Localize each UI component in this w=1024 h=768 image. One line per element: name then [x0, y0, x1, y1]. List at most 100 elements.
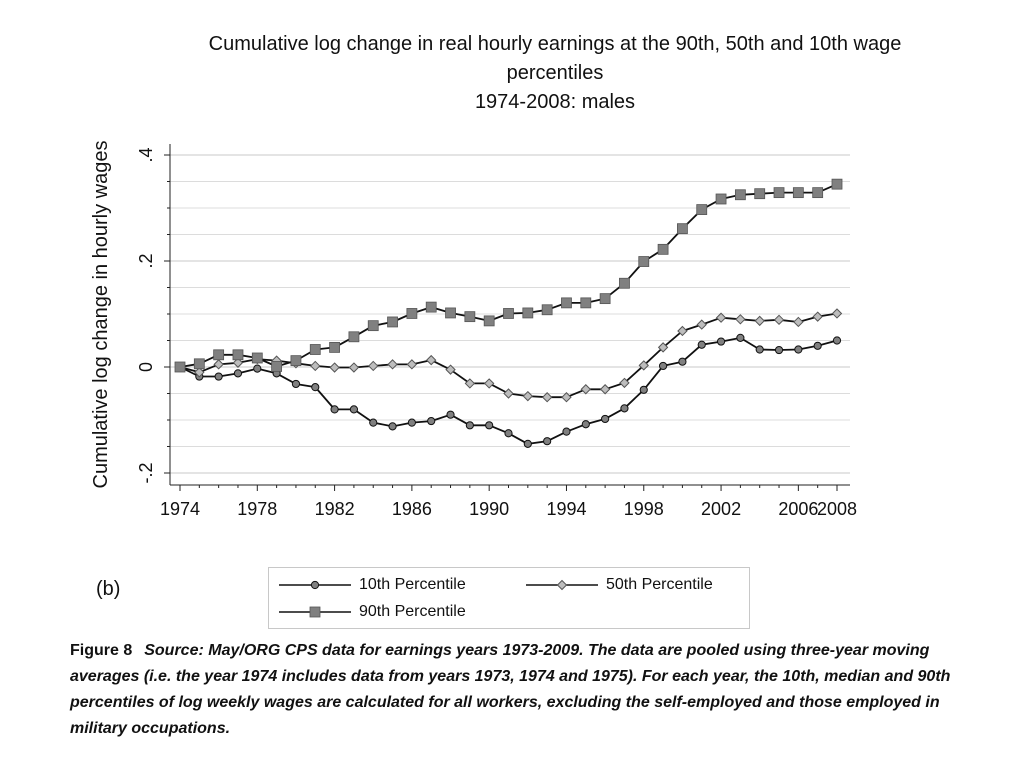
data-point-90th [503, 308, 514, 319]
legend-item-50th: 50th Percentile [524, 574, 713, 596]
data-point-90th [174, 361, 186, 373]
data-point-90th [541, 304, 553, 316]
data-point-90th [406, 308, 418, 319]
data-point-90th [715, 193, 727, 205]
data-point-10th [658, 361, 668, 371]
data-point-10th [697, 340, 706, 349]
data-point-90th [483, 315, 495, 327]
data-point-50th [387, 359, 398, 370]
chart-subtitle: 1974-2008: males [474, 91, 636, 113]
data-point-90th [464, 311, 476, 323]
data-point-10th [504, 429, 513, 438]
data-point-50th [368, 360, 379, 372]
data-point-50th [696, 319, 707, 330]
data-point-90th [619, 277, 630, 289]
data-point-10th [233, 369, 243, 378]
data-point-10th [601, 414, 610, 424]
legend-item-90th: 90th Percentile [277, 601, 466, 623]
x-tick-label: 1994 [546, 499, 586, 519]
legend-swatch-50th [526, 579, 598, 591]
data-point-10th [755, 345, 764, 354]
x-tick-label: 1982 [315, 499, 355, 519]
data-point-50th [541, 392, 553, 403]
data-point-90th [754, 188, 766, 200]
data-point-10th [446, 410, 455, 419]
data-point-50th [425, 354, 437, 366]
data-point-90th [425, 301, 437, 313]
y-tick-label: .2 [136, 253, 156, 268]
chart-title: Cumulative log change in real hourly ear… [0, 30, 1024, 117]
data-point-90th [251, 352, 263, 364]
legend-label-50th: 50th Percentile [606, 576, 713, 593]
legend-swatch-90th [279, 606, 351, 618]
data-point-90th [677, 223, 688, 235]
data-point-50th [754, 315, 765, 327]
data-point-90th [522, 307, 534, 319]
data-point-10th [813, 341, 822, 350]
legend-swatch-10th [279, 580, 351, 590]
data-point-10th [736, 333, 745, 342]
data-point-90th [812, 187, 824, 199]
data-point-90th [734, 189, 746, 201]
series-line-1 [179, 312, 838, 399]
data-point-50th [599, 384, 611, 395]
data-point-10th [291, 379, 301, 389]
data-point-50th [194, 367, 205, 378]
data-point-90th [290, 355, 302, 367]
legend: 10th Percentile 50th Percentile 90th Per… [268, 567, 750, 629]
legend-label-10th: 10th Percentile [359, 576, 466, 593]
data-point-90th [792, 187, 804, 199]
data-point-50th [348, 362, 360, 373]
data-point-50th [619, 377, 630, 389]
data-point-50th [793, 316, 804, 328]
x-tick-label: 1990 [469, 499, 509, 519]
line-chart: -.2 0 .2 .4 1974 1978 1982 1986 1990 1994 1998 2002… [90, 141, 857, 519]
data-point-10th [465, 421, 474, 430]
data-point-90th [561, 297, 572, 309]
legend-item-10th: 10th Percentile [277, 574, 466, 596]
data-point-10th [407, 418, 416, 427]
data-point-10th [543, 437, 552, 446]
data-point-50th [831, 308, 843, 319]
x-tick-label: 1978 [237, 499, 277, 519]
data-point-90th [580, 297, 592, 309]
data-point-10th [388, 422, 397, 431]
data-point-50th [773, 314, 785, 326]
data-point-10th [774, 345, 784, 355]
data-point-10th [794, 345, 803, 354]
data-point-10th [485, 421, 494, 430]
y-tick-label: .4 [136, 147, 156, 162]
data-point-90th [599, 293, 611, 305]
figure-caption-text: Source: May/ORG CPS data for earnings ye… [70, 642, 951, 737]
data-point-90th [696, 204, 708, 215]
data-point-90th [657, 243, 669, 255]
y-axis-title: Cumulative log change in hourly wages [90, 141, 112, 489]
data-point-90th [367, 320, 379, 332]
legend-label-90th: 90th Percentile [359, 603, 466, 620]
data-point-90th [445, 307, 456, 319]
figure-caption: Figure 8 Source: May/ORG CPS data for ear… [70, 638, 962, 742]
data-point-50th [638, 360, 649, 371]
data-point-90th [213, 349, 225, 361]
data-point-50th [677, 325, 688, 337]
data-point-50th [735, 314, 746, 325]
data-point-90th [232, 349, 244, 361]
data-point-10th [369, 418, 378, 427]
data-point-50th [657, 342, 669, 353]
data-point-50th [715, 312, 727, 323]
x-tick-label: 2006 [778, 499, 818, 519]
x-tick-label: 2008 [817, 499, 857, 519]
data-point-10th [620, 404, 629, 413]
data-point-10th [581, 420, 590, 429]
data-point-90th [387, 316, 398, 328]
data-point-50th [464, 378, 476, 389]
x-tick-label: 1998 [624, 499, 664, 519]
data-point-50th [503, 388, 514, 399]
chart-title-text: Cumulative log change in real hourly ear… [208, 33, 902, 84]
data-point-10th [427, 416, 436, 426]
y-tick-label: -.2 [136, 462, 156, 483]
data-point-50th [445, 364, 456, 375]
data-point-10th [330, 405, 339, 414]
data-point-50th [406, 359, 418, 370]
data-point-50th [483, 378, 495, 389]
